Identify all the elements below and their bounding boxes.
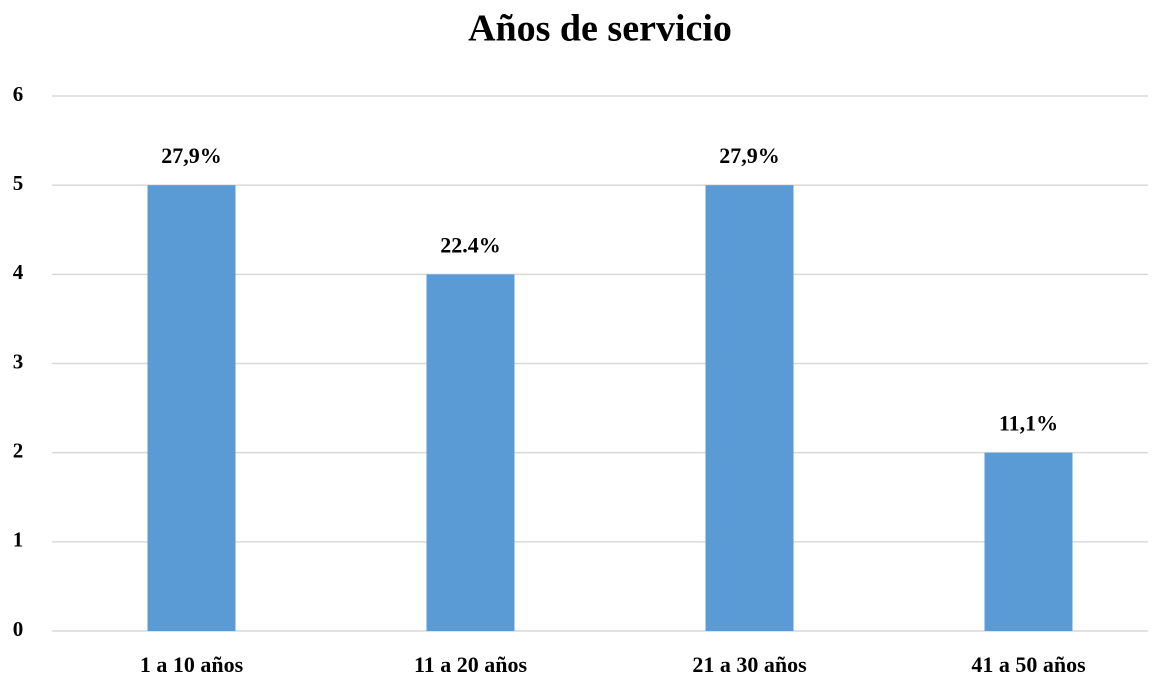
bar-annotation: 11,1% xyxy=(999,411,1058,436)
chart-title: Años de servicio xyxy=(468,8,732,50)
bar-annotation: 27,9% xyxy=(719,143,780,168)
y-tick-label: 1 xyxy=(13,528,24,552)
y-tick-label: 0 xyxy=(13,617,24,641)
y-tick-label: 4 xyxy=(13,260,24,284)
y-tick-label: 2 xyxy=(13,438,24,462)
bar-annotation: 27,9% xyxy=(161,143,222,168)
bar xyxy=(705,185,794,631)
y-tick-label: 3 xyxy=(13,349,24,373)
x-tick-label: 1 a 10 años xyxy=(140,652,244,677)
bar xyxy=(984,452,1073,631)
bar xyxy=(426,274,515,631)
x-tick-label: 41 a 50 años xyxy=(971,652,1086,677)
x-tick-label: 21 a 30 años xyxy=(692,652,807,677)
bar xyxy=(147,185,236,631)
y-tick-label: 6 xyxy=(13,82,24,106)
y-tick-label: 5 xyxy=(13,171,24,195)
x-tick-label: 11 a 20 años xyxy=(414,652,528,677)
bar-annotation: 22.4% xyxy=(440,232,501,257)
